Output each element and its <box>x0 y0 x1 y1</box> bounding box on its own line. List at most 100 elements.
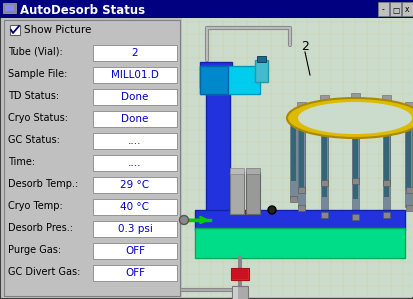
Text: ....: .... <box>128 136 142 146</box>
Ellipse shape <box>287 98 413 138</box>
Bar <box>93 89 177 105</box>
Bar <box>406 205 413 211</box>
Bar <box>384 142 389 196</box>
Bar <box>320 126 329 135</box>
Text: □: □ <box>392 5 399 14</box>
Bar <box>297 120 306 128</box>
Bar <box>405 127 412 207</box>
Bar <box>257 56 266 62</box>
Text: OFF: OFF <box>125 268 145 278</box>
Bar <box>405 102 413 110</box>
Bar <box>382 134 389 213</box>
Bar <box>405 109 412 189</box>
Bar <box>93 243 177 259</box>
Bar <box>200 66 228 94</box>
Bar <box>93 265 177 281</box>
Bar <box>298 205 305 211</box>
Text: Done: Done <box>121 114 149 124</box>
Bar <box>321 212 328 218</box>
Text: TD Status:: TD Status: <box>8 91 59 101</box>
Bar <box>230 172 244 214</box>
Bar <box>290 126 295 181</box>
Bar <box>320 134 328 213</box>
Bar <box>93 67 177 83</box>
Bar <box>402 2 413 16</box>
Bar <box>232 269 248 279</box>
Text: Desorb Temp.:: Desorb Temp.: <box>8 179 78 189</box>
Bar <box>351 136 358 216</box>
Text: 29 °C: 29 °C <box>121 180 150 190</box>
Bar <box>298 127 305 207</box>
Bar <box>230 168 244 174</box>
Bar <box>299 117 304 172</box>
Text: OFF: OFF <box>125 246 145 256</box>
Bar <box>384 110 389 165</box>
Bar <box>195 228 405 258</box>
Bar <box>351 93 360 101</box>
Bar <box>406 117 411 172</box>
Bar <box>382 103 389 182</box>
Bar <box>246 168 260 174</box>
Text: ....: .... <box>128 158 142 168</box>
Bar <box>298 187 305 193</box>
Circle shape <box>180 216 188 225</box>
Bar <box>406 187 413 193</box>
Bar <box>353 108 358 163</box>
Bar <box>390 2 401 16</box>
Bar <box>206 70 230 220</box>
Text: GC Divert Gas:: GC Divert Gas: <box>8 267 81 277</box>
Bar <box>0 0 413 18</box>
Bar <box>382 126 391 135</box>
Bar <box>321 142 327 196</box>
Circle shape <box>268 206 276 214</box>
Text: GC Status:: GC Status: <box>8 135 60 145</box>
Bar <box>233 287 238 299</box>
Bar <box>3 3 16 13</box>
Bar <box>378 2 389 16</box>
Text: Purge Gas:: Purge Gas: <box>8 245 61 255</box>
Text: AutoDesorb Status: AutoDesorb Status <box>20 4 145 16</box>
Bar <box>290 196 297 202</box>
Text: x: x <box>405 5 410 14</box>
Bar <box>93 177 177 193</box>
Ellipse shape <box>298 102 412 134</box>
Bar <box>93 155 177 171</box>
Text: Time:: Time: <box>8 157 35 167</box>
Text: 0.3 psi: 0.3 psi <box>118 224 152 234</box>
Text: MILL01.D: MILL01.D <box>111 70 159 80</box>
Bar <box>405 120 413 128</box>
Bar <box>182 18 413 297</box>
Bar <box>297 102 306 110</box>
Bar <box>5 5 14 11</box>
Bar <box>93 199 177 215</box>
Bar <box>383 212 390 218</box>
Bar <box>383 180 390 186</box>
Bar <box>93 133 177 149</box>
Bar <box>200 66 260 94</box>
Bar <box>195 210 405 230</box>
Text: Cryo Status:: Cryo Status: <box>8 113 68 123</box>
Bar <box>289 111 298 119</box>
Bar <box>246 172 260 214</box>
Bar <box>320 103 328 182</box>
Text: -: - <box>382 5 385 14</box>
Text: 40 °C: 40 °C <box>121 202 150 212</box>
Bar <box>231 268 249 280</box>
Bar <box>255 60 268 82</box>
Bar <box>351 129 360 137</box>
Bar <box>290 118 297 198</box>
Bar <box>299 135 304 190</box>
Text: Sample File:: Sample File: <box>8 69 67 79</box>
Bar <box>298 109 305 189</box>
Bar <box>93 45 177 61</box>
Text: Desorb Pres.:: Desorb Pres.: <box>8 223 73 233</box>
Text: Done: Done <box>121 92 149 102</box>
Bar <box>93 111 177 127</box>
Bar <box>382 95 391 103</box>
Bar <box>10 25 20 35</box>
Text: Show Picture: Show Picture <box>24 25 91 35</box>
Bar <box>351 100 358 180</box>
Text: Tube (Vial):: Tube (Vial): <box>8 47 63 57</box>
Bar <box>232 286 248 299</box>
Bar <box>406 135 411 190</box>
